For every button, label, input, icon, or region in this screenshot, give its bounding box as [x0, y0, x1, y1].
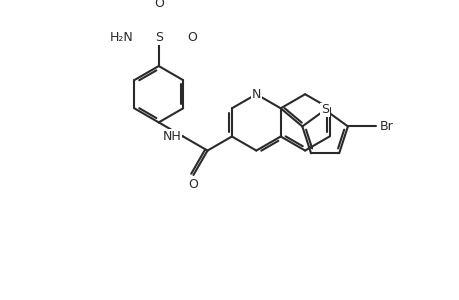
Text: S: S [154, 32, 162, 44]
Text: S: S [320, 103, 328, 116]
Text: Br: Br [379, 120, 392, 133]
Text: O: O [188, 178, 198, 191]
Text: N: N [251, 88, 260, 101]
Text: O: O [153, 0, 163, 10]
Text: H₂N: H₂N [109, 32, 133, 44]
Text: NH: NH [162, 130, 181, 143]
Text: O: O [186, 32, 196, 44]
